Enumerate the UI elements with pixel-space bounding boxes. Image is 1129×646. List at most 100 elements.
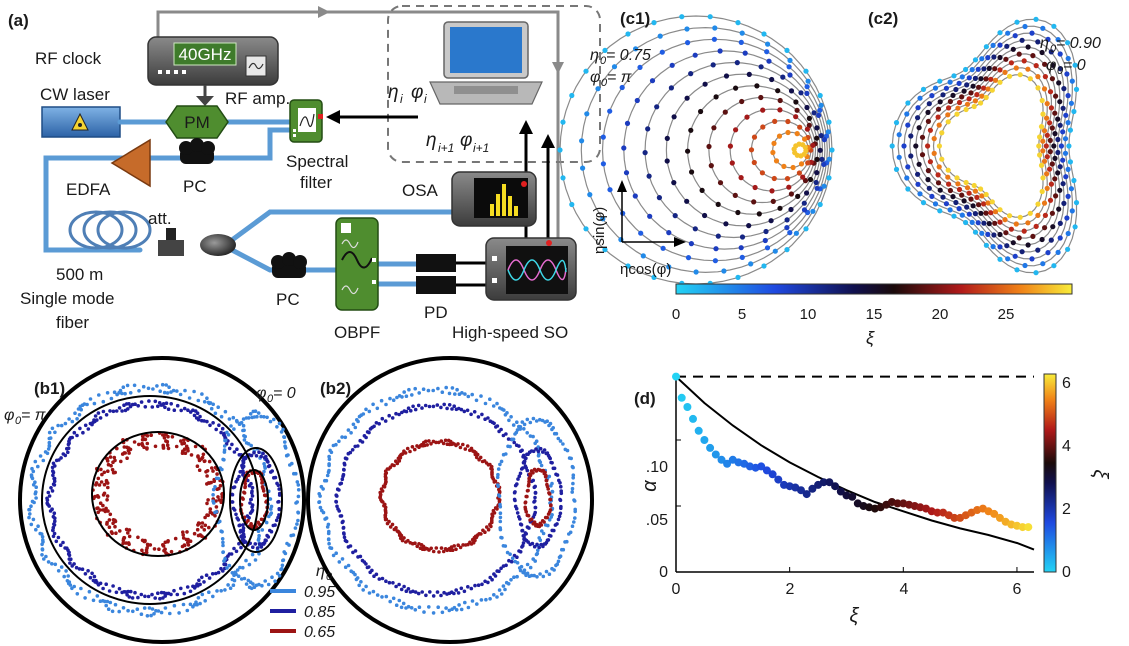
b1-point-065 (197, 468, 202, 473)
b2-point-095 (499, 535, 503, 540)
b1-point-085 (75, 433, 79, 438)
b1-point-065 (105, 459, 110, 463)
b1-point-065 (186, 537, 190, 542)
c2-orbit-point (908, 133, 914, 139)
b2-point-085 (340, 477, 345, 482)
b1-point-085 (45, 501, 49, 506)
c2-orbit-point (968, 196, 974, 202)
c2-orbit-point (1005, 256, 1011, 262)
b1-point-065 (105, 494, 110, 498)
c2-orbit-point (978, 76, 984, 82)
b2-point-085 (476, 415, 481, 419)
c1-orbit-point (798, 161, 805, 167)
b1-point-085 (77, 567, 82, 571)
b1-point-095 (192, 389, 196, 394)
b1-point-095 (113, 602, 118, 607)
c2-orbit-point (951, 73, 957, 79)
b1-point-085 (111, 409, 116, 414)
b2-point-065 (461, 442, 465, 447)
c1-orbit-point (711, 36, 718, 42)
b1-point-095 (118, 388, 123, 393)
c1-orbit-point (679, 14, 685, 20)
b1-point-085 (158, 596, 162, 601)
b1-point-095 (104, 603, 108, 608)
b2-point-095 (320, 508, 324, 513)
c2-orbit-point (1044, 171, 1050, 177)
c2-orbit-point (956, 206, 962, 212)
c2-orbit-point (1047, 137, 1053, 143)
cw-laser-box (41, 106, 121, 138)
b1-point-095 (31, 517, 36, 522)
b2-point-085 (525, 468, 530, 473)
sync-arrow-down (552, 62, 564, 74)
phi-i-symbol: φ (411, 82, 423, 103)
b2-point-085 (367, 430, 371, 435)
b1-point-095 (289, 533, 294, 538)
c2-orbit-point (1051, 263, 1057, 269)
c2-eta-symbol: η (1040, 35, 1049, 52)
b2-point-095 (447, 608, 452, 613)
phi-i-subscript: i (424, 92, 427, 106)
b2-point-065 (405, 446, 410, 451)
laptop-icon (429, 21, 543, 105)
c2-orbit-point (1029, 256, 1035, 262)
b2-point-095 (571, 465, 575, 470)
c1-orbit-point (671, 180, 677, 186)
b1-point-095 (29, 504, 33, 509)
c2-orbit-point (1010, 46, 1016, 52)
b1-point-065 (185, 530, 189, 534)
c2-orbit-point (971, 103, 977, 110)
c1-orbit-point (727, 143, 734, 149)
c1-orbit-point (761, 263, 767, 269)
b1-point-085 (248, 501, 252, 505)
b1-point-085 (57, 458, 61, 462)
b1-point-085 (277, 487, 282, 491)
c1-orbit-point (814, 170, 820, 176)
c1-orbit-point (738, 245, 744, 251)
c2-orbit-point (979, 56, 985, 62)
c1-orbit-point (668, 85, 675, 91)
b2-point-095 (509, 415, 513, 419)
b2-point-095 (475, 602, 479, 606)
b2-point-095 (498, 515, 503, 520)
c2-orbit-point (1048, 237, 1054, 243)
c2-orbit-point (915, 181, 921, 187)
c2-orbit-point (925, 143, 931, 149)
legend-label-095: 0.95 (304, 584, 335, 601)
b1-point-085 (241, 460, 246, 465)
c2-orbit-point (946, 181, 952, 187)
b2-point-095 (395, 395, 399, 400)
b2-point-085 (364, 435, 368, 440)
c1-orbit-point (784, 47, 790, 54)
b1-point-095 (216, 476, 221, 481)
c1-orbit-point (625, 263, 631, 269)
measured-point (700, 436, 709, 444)
c2-orbit-point (959, 74, 965, 80)
c2-orbit-point (1033, 16, 1039, 22)
c2-orbit-point (966, 190, 972, 196)
b1-point-065 (196, 454, 200, 458)
c1-orbit-point (818, 102, 824, 108)
b1-point-095 (213, 510, 217, 515)
b1-point-095 (226, 583, 230, 587)
b2-point-085 (340, 520, 345, 525)
c2-orbit-point (989, 87, 995, 93)
b1-point-065 (169, 549, 174, 554)
b2-point-065 (398, 536, 403, 541)
b1-point-065 (110, 467, 115, 472)
c1-orbit-point (657, 33, 663, 39)
b1-point-085 (214, 571, 218, 576)
b2-point-065 (489, 464, 494, 469)
b2-point-095 (501, 544, 506, 548)
b2-point-085 (507, 558, 511, 563)
c2-orbit-point (1043, 143, 1049, 149)
c1-orbit-point (583, 68, 589, 74)
c1-orbit-point (602, 47, 608, 54)
b2-point-085 (512, 440, 516, 445)
b2-point-095 (544, 569, 549, 574)
c2-orbit-point (1040, 261, 1046, 267)
c2-orbit-point (1055, 249, 1061, 255)
b2-point-095 (384, 594, 389, 599)
b1-point-095 (273, 579, 277, 583)
b2-point-095 (534, 439, 539, 444)
